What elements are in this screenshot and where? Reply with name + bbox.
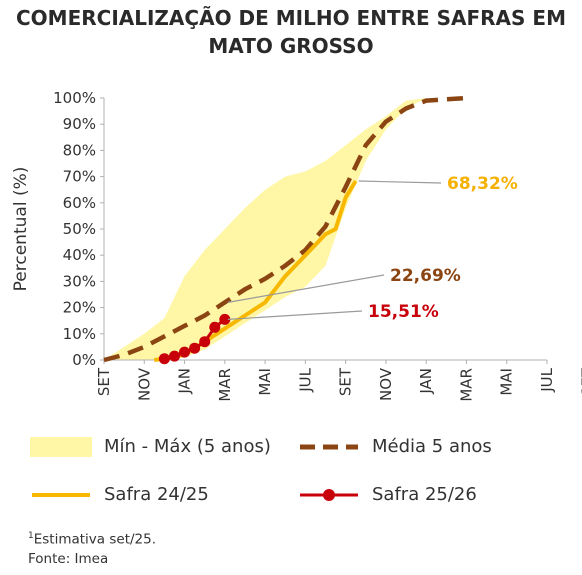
legend-label-safra2526: Safra 25/26 [372, 484, 477, 505]
series-media-5-anos [103, 95, 467, 363]
x-tick-label: SET [578, 367, 582, 396]
x-tick-label: JAN [176, 368, 194, 395]
data-label-media: 22,69% [390, 266, 461, 286]
data-label-safra-24-25-leader [358, 180, 442, 184]
legend-item-safra2526: Safra 25/26 [298, 484, 477, 505]
series-safra-25-26-point [199, 336, 211, 348]
footnote-estimate-text: Estimativa set/25. [33, 531, 157, 548]
y-tick-label: 70% [63, 168, 96, 186]
chart-title-line1: COMERCIALIZAÇÃO DE MILHO ENTRE SAFRAS EM [16, 6, 566, 30]
legend-swatch-safra2526 [300, 488, 358, 501]
min-max-band-layer [104, 98, 427, 360]
y-tick-label: 10% [63, 325, 96, 343]
footnote: 1Estimativa set/25. Fonte: Imea [28, 527, 156, 569]
chart-title-line2: MATO GROSSO [208, 34, 374, 58]
data-label-layer: 68,32% 22,69% 15,51% [227, 174, 518, 322]
y-tick-label: 90% [63, 115, 96, 133]
line-chart: 0% 10% 20% 30% 40% 50% 60% 70% 80% 90% 100% Percent… [11, 89, 582, 402]
series-safra-25-26-point [158, 353, 170, 365]
legend-item-media: Média 5 anos [298, 436, 492, 457]
y-tick-label: 100% [53, 89, 96, 107]
data-label-safra-25-26-leader [227, 310, 363, 320]
legend-label-band: Mín - Máx (5 anos) [104, 436, 271, 457]
footnote-estimate: 1Estimativa set/25. [28, 527, 156, 550]
data-label-media-leader [227, 274, 385, 303]
chart-title: COMERCIALIZAÇÃO DE MILHO ENTRE SAFRAS EM… [0, 4, 582, 60]
legend-swatch-safra2425 [32, 492, 90, 497]
axes-layer: 0% 10% 20% 30% 40% 50% 60% 70% 80% 90% 100% Percent… [11, 89, 582, 402]
x-tick-label: MAI [256, 368, 274, 396]
y-tick-label: 80% [63, 141, 96, 159]
legend-item-band: Mín - Máx (5 anos) [30, 436, 271, 457]
y-tick-label: 0% [72, 351, 96, 369]
min-max-band [104, 98, 427, 360]
x-tick-label: NOV [135, 367, 153, 401]
footnote-source: Fonte: Imea [28, 550, 109, 567]
x-tick-label: JUL [296, 367, 314, 392]
series-safra-25-26-point [219, 313, 231, 325]
y-tick-label: 40% [63, 246, 96, 264]
footnote-marker: 1 [28, 531, 34, 541]
x-tick-label: NOV [377, 367, 395, 401]
y-tick-label: 60% [63, 194, 96, 212]
legend-swatch-band [30, 436, 92, 457]
series-safra-25-26-point [209, 321, 221, 333]
legend-item-safra2425: Safra 24/25 [30, 484, 209, 505]
y-axis-label: Percentual (%) [11, 167, 31, 292]
legend-swatch-media [300, 444, 358, 449]
series-safra-25-26-point [169, 350, 180, 362]
data-label-safra-24-25: 68,32% [447, 174, 518, 194]
x-tick-label: SET [337, 367, 355, 396]
legend-label-media: Média 5 anos [372, 436, 492, 457]
x-tick-label: JUL [538, 367, 556, 392]
y-tick-label: 30% [63, 272, 96, 290]
x-tick-label: SET [95, 367, 113, 396]
y-tick-label: 50% [63, 220, 96, 238]
x-tick-label: JAN [417, 368, 435, 395]
y-tick-label: 20% [63, 299, 96, 317]
x-tick-label: MAR [458, 368, 476, 402]
series-safra-25-26-point [179, 346, 190, 358]
series-layer [103, 95, 467, 365]
legend-label-safra2425: Safra 24/25 [104, 484, 209, 505]
series-safra-25-26-point [189, 342, 201, 354]
x-tick-label: MAI [498, 368, 516, 396]
x-tick-label: MAR [216, 368, 234, 402]
data-label-safra-25-26: 15,51% [368, 302, 439, 322]
